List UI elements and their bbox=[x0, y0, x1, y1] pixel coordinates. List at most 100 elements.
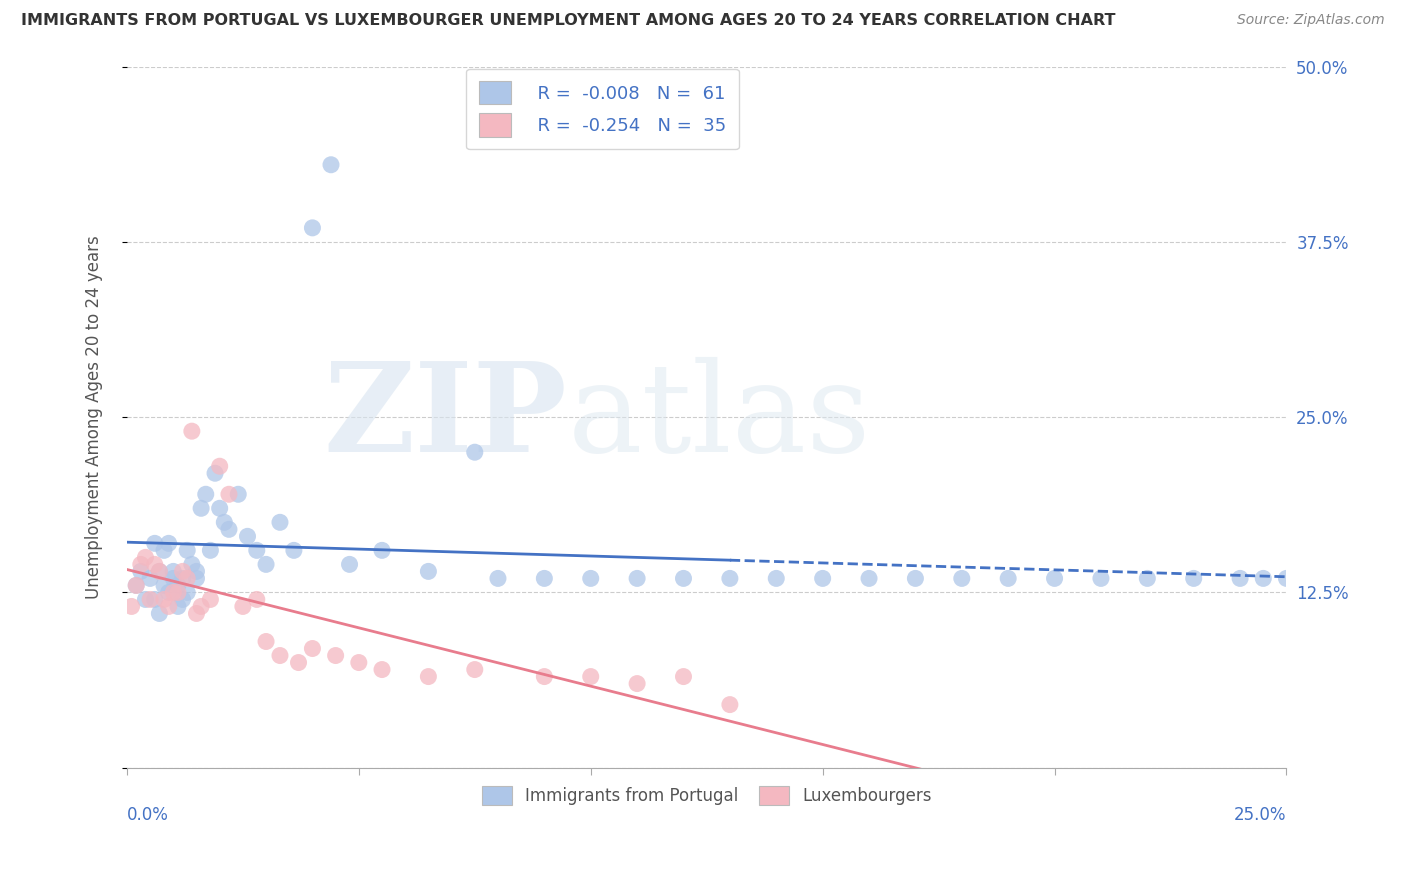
Point bbox=[765, 571, 787, 585]
Point bbox=[134, 550, 156, 565]
Point bbox=[125, 578, 148, 592]
Point bbox=[167, 599, 190, 614]
Point bbox=[626, 676, 648, 690]
Point bbox=[1043, 571, 1066, 585]
Point bbox=[167, 585, 190, 599]
Point bbox=[214, 516, 236, 530]
Point bbox=[1136, 571, 1159, 585]
Point bbox=[172, 571, 194, 585]
Point bbox=[236, 529, 259, 543]
Point bbox=[858, 571, 880, 585]
Point bbox=[418, 669, 440, 683]
Legend: Immigrants from Portugal, Luxembourgers: Immigrants from Portugal, Luxembourgers bbox=[475, 780, 938, 812]
Point bbox=[208, 459, 231, 474]
Point bbox=[254, 634, 277, 648]
Point bbox=[950, 571, 973, 585]
Point bbox=[1182, 571, 1205, 585]
Point bbox=[319, 158, 342, 172]
Point bbox=[167, 578, 190, 592]
Point bbox=[143, 592, 166, 607]
Point bbox=[1275, 571, 1298, 585]
Point bbox=[1251, 571, 1274, 585]
Text: atlas: atlas bbox=[568, 357, 870, 478]
Point bbox=[204, 467, 226, 481]
Point bbox=[718, 571, 741, 585]
Point bbox=[208, 501, 231, 516]
Point bbox=[143, 536, 166, 550]
Point bbox=[672, 669, 695, 683]
Text: ZIP: ZIP bbox=[323, 357, 568, 477]
Point bbox=[246, 543, 269, 558]
Point bbox=[125, 578, 148, 592]
Point bbox=[129, 558, 152, 572]
Point bbox=[148, 565, 170, 579]
Point bbox=[153, 592, 176, 607]
Text: 0.0%: 0.0% bbox=[127, 806, 169, 824]
Point bbox=[325, 648, 347, 663]
Y-axis label: Unemployment Among Ages 20 to 24 years: Unemployment Among Ages 20 to 24 years bbox=[86, 235, 103, 599]
Point bbox=[533, 669, 555, 683]
Point bbox=[1229, 571, 1251, 585]
Point bbox=[172, 565, 194, 579]
Point bbox=[143, 558, 166, 572]
Point bbox=[232, 599, 254, 614]
Point bbox=[301, 220, 323, 235]
Point bbox=[533, 571, 555, 585]
Point bbox=[134, 592, 156, 607]
Point bbox=[162, 571, 184, 585]
Point bbox=[672, 571, 695, 585]
Point bbox=[180, 424, 202, 438]
Point bbox=[347, 656, 370, 670]
Point bbox=[626, 571, 648, 585]
Point bbox=[579, 571, 602, 585]
Point bbox=[129, 565, 152, 579]
Point bbox=[269, 516, 291, 530]
Point bbox=[186, 571, 208, 585]
Point bbox=[811, 571, 834, 585]
Point bbox=[121, 599, 143, 614]
Point bbox=[579, 669, 602, 683]
Point bbox=[200, 543, 222, 558]
Point bbox=[176, 585, 198, 599]
Point bbox=[176, 543, 198, 558]
Point bbox=[371, 663, 394, 677]
Point bbox=[246, 592, 269, 607]
Point bbox=[254, 558, 277, 572]
Point bbox=[904, 571, 927, 585]
Point bbox=[153, 543, 176, 558]
Point bbox=[1090, 571, 1112, 585]
Text: Source: ZipAtlas.com: Source: ZipAtlas.com bbox=[1237, 13, 1385, 28]
Point bbox=[418, 565, 440, 579]
Point bbox=[157, 536, 180, 550]
Point bbox=[371, 543, 394, 558]
Point bbox=[218, 522, 240, 536]
Point bbox=[186, 565, 208, 579]
Point bbox=[218, 487, 240, 501]
Point bbox=[180, 558, 202, 572]
Point bbox=[464, 663, 486, 677]
Point bbox=[139, 592, 162, 607]
Point bbox=[486, 571, 509, 585]
Point bbox=[157, 599, 180, 614]
Point bbox=[162, 565, 184, 579]
Point bbox=[283, 543, 305, 558]
Point bbox=[997, 571, 1019, 585]
Text: IMMIGRANTS FROM PORTUGAL VS LUXEMBOURGER UNEMPLOYMENT AMONG AGES 20 TO 24 YEARS : IMMIGRANTS FROM PORTUGAL VS LUXEMBOURGER… bbox=[21, 13, 1115, 29]
Point bbox=[139, 571, 162, 585]
Point bbox=[153, 578, 176, 592]
Point bbox=[148, 565, 170, 579]
Point bbox=[172, 592, 194, 607]
Text: 25.0%: 25.0% bbox=[1234, 806, 1286, 824]
Point bbox=[190, 501, 212, 516]
Point bbox=[226, 487, 249, 501]
Point bbox=[194, 487, 217, 501]
Point bbox=[148, 607, 170, 621]
Point bbox=[186, 607, 208, 621]
Point bbox=[339, 558, 361, 572]
Point bbox=[287, 656, 309, 670]
Point bbox=[190, 599, 212, 614]
Point bbox=[301, 641, 323, 656]
Point bbox=[269, 648, 291, 663]
Point bbox=[157, 585, 180, 599]
Point bbox=[464, 445, 486, 459]
